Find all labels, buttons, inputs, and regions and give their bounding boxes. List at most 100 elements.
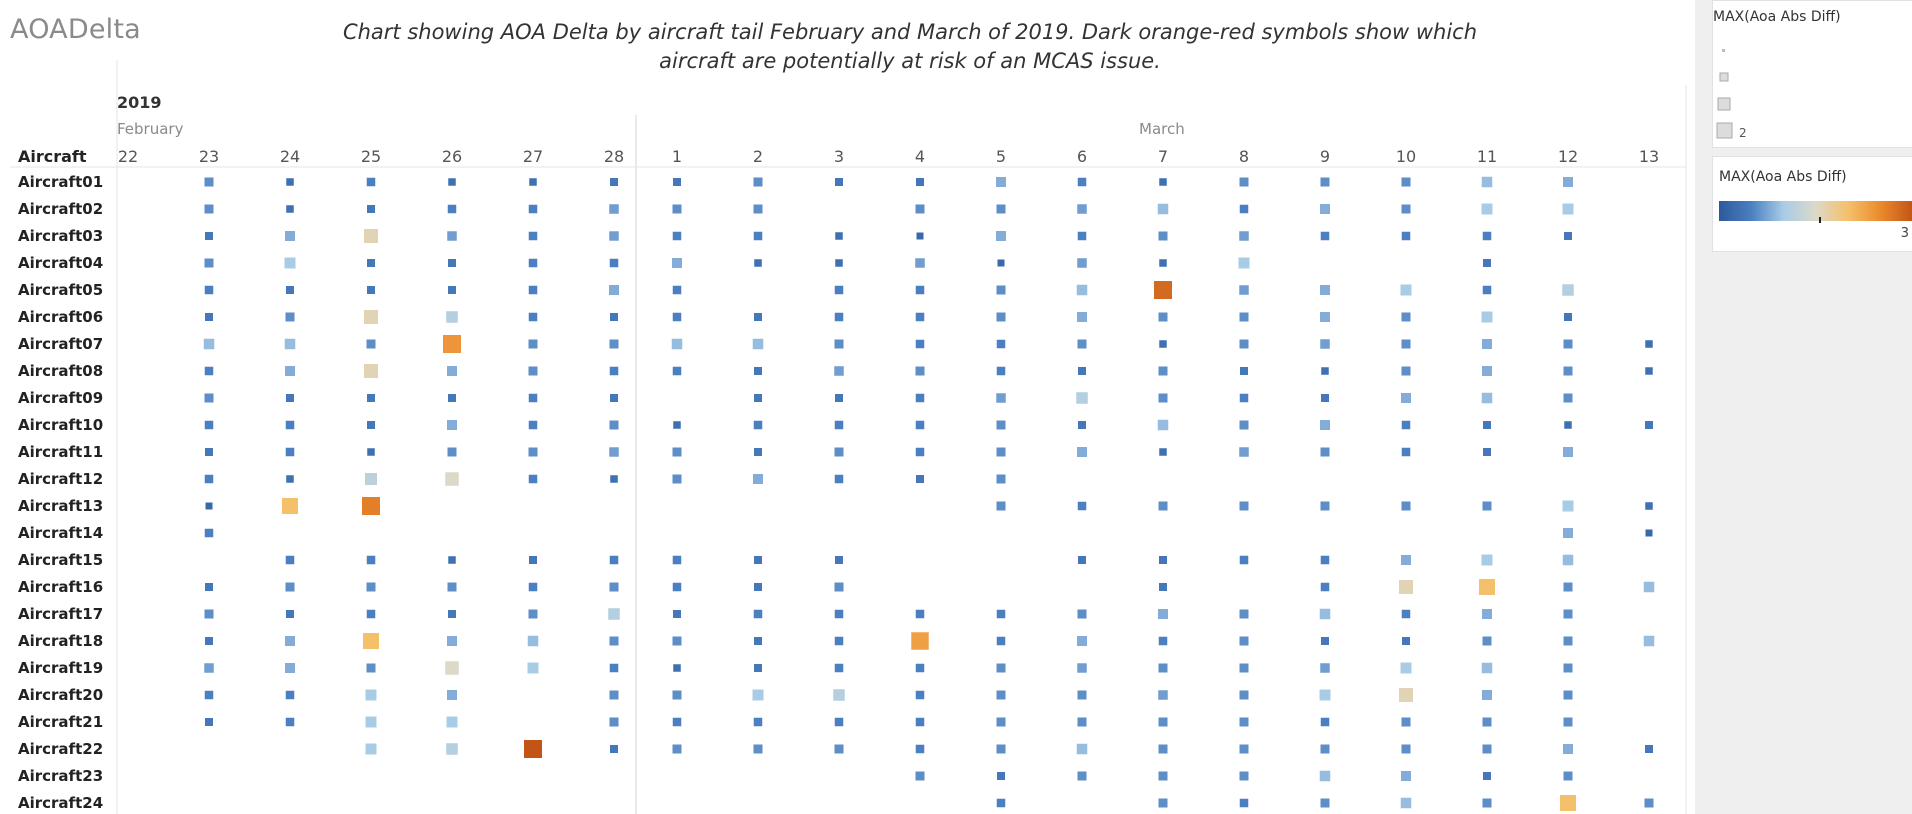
- data-mark[interactable]: [609, 447, 619, 457]
- data-mark[interactable]: [1563, 771, 1573, 781]
- data-mark[interactable]: [1401, 447, 1411, 457]
- data-mark[interactable]: [1563, 393, 1573, 403]
- data-mark[interactable]: [753, 420, 763, 430]
- data-mark[interactable]: [524, 740, 542, 758]
- data-mark[interactable]: [1643, 581, 1655, 593]
- data-mark[interactable]: [1483, 772, 1491, 780]
- data-mark[interactable]: [1401, 312, 1411, 322]
- data-mark[interactable]: [445, 472, 459, 486]
- data-mark[interactable]: [610, 745, 618, 753]
- data-mark[interactable]: [366, 663, 376, 673]
- data-mark[interactable]: [996, 393, 1006, 403]
- data-mark[interactable]: [1078, 367, 1086, 375]
- data-mark[interactable]: [1482, 339, 1492, 349]
- data-mark[interactable]: [447, 420, 457, 430]
- data-mark[interactable]: [911, 632, 929, 650]
- data-mark[interactable]: [754, 313, 762, 321]
- data-mark[interactable]: [447, 231, 457, 241]
- data-mark[interactable]: [285, 312, 295, 322]
- data-mark[interactable]: [529, 556, 537, 564]
- data-mark[interactable]: [1320, 744, 1330, 754]
- data-mark[interactable]: [1239, 285, 1249, 295]
- data-mark[interactable]: [1482, 798, 1492, 808]
- data-mark[interactable]: [609, 663, 619, 673]
- data-mark[interactable]: [1320, 285, 1330, 295]
- data-mark[interactable]: [833, 689, 845, 701]
- data-mark[interactable]: [204, 204, 214, 214]
- data-mark[interactable]: [1077, 771, 1087, 781]
- data-mark[interactable]: [364, 229, 378, 243]
- data-mark[interactable]: [609, 690, 619, 700]
- data-mark[interactable]: [1645, 421, 1653, 429]
- data-mark[interactable]: [1239, 609, 1249, 619]
- data-mark[interactable]: [528, 420, 538, 430]
- data-mark[interactable]: [996, 717, 1006, 727]
- data-mark[interactable]: [996, 663, 1006, 673]
- data-mark[interactable]: [1401, 744, 1411, 754]
- data-mark[interactable]: [367, 448, 375, 456]
- data-mark[interactable]: [1479, 579, 1495, 595]
- data-mark[interactable]: [1239, 555, 1249, 565]
- data-mark[interactable]: [610, 178, 618, 186]
- data-mark[interactable]: [447, 690, 457, 700]
- data-mark[interactable]: [1400, 797, 1412, 809]
- data-mark[interactable]: [996, 420, 1006, 430]
- data-mark[interactable]: [672, 636, 682, 646]
- data-mark[interactable]: [1239, 420, 1249, 430]
- data-mark[interactable]: [673, 421, 681, 429]
- data-mark[interactable]: [446, 743, 458, 755]
- data-mark[interactable]: [528, 366, 538, 376]
- data-mark[interactable]: [285, 690, 295, 700]
- data-mark[interactable]: [609, 420, 619, 430]
- data-mark[interactable]: [1077, 447, 1087, 457]
- data-mark[interactable]: [1401, 177, 1411, 187]
- data-mark[interactable]: [447, 582, 457, 592]
- data-mark[interactable]: [1157, 419, 1169, 431]
- data-mark[interactable]: [996, 339, 1006, 349]
- data-mark[interactable]: [203, 338, 215, 350]
- data-mark[interactable]: [365, 743, 377, 755]
- data-mark[interactable]: [447, 636, 457, 646]
- data-mark[interactable]: [1562, 203, 1574, 215]
- data-mark[interactable]: [1482, 609, 1492, 619]
- data-mark[interactable]: [915, 312, 925, 322]
- data-mark[interactable]: [609, 636, 619, 646]
- data-mark[interactable]: [367, 421, 375, 429]
- data-mark[interactable]: [1320, 582, 1330, 592]
- data-mark[interactable]: [834, 366, 844, 376]
- data-mark[interactable]: [204, 393, 214, 403]
- data-mark[interactable]: [1158, 609, 1168, 619]
- data-mark[interactable]: [1401, 339, 1411, 349]
- data-mark[interactable]: [1320, 555, 1330, 565]
- data-mark[interactable]: [754, 556, 762, 564]
- data-mark[interactable]: [610, 394, 618, 402]
- data-mark[interactable]: [1401, 393, 1411, 403]
- data-mark[interactable]: [1159, 259, 1167, 267]
- data-mark[interactable]: [1077, 312, 1087, 322]
- data-mark[interactable]: [204, 528, 214, 538]
- data-mark[interactable]: [1563, 636, 1573, 646]
- data-mark[interactable]: [1483, 448, 1491, 456]
- data-mark[interactable]: [204, 258, 214, 268]
- data-mark[interactable]: [610, 313, 618, 321]
- data-mark[interactable]: [754, 367, 762, 375]
- data-mark[interactable]: [1401, 231, 1411, 241]
- data-mark[interactable]: [528, 204, 538, 214]
- data-mark[interactable]: [1158, 690, 1168, 700]
- data-mark[interactable]: [1159, 178, 1167, 186]
- data-mark[interactable]: [205, 583, 213, 591]
- data-mark[interactable]: [443, 335, 461, 353]
- data-mark[interactable]: [671, 338, 683, 350]
- data-mark[interactable]: [834, 285, 844, 295]
- data-mark[interactable]: [1563, 582, 1573, 592]
- data-mark[interactable]: [1158, 366, 1168, 376]
- data-mark[interactable]: [915, 366, 925, 376]
- data-mark[interactable]: [1078, 421, 1086, 429]
- data-mark[interactable]: [609, 339, 619, 349]
- data-mark[interactable]: [609, 366, 619, 376]
- data-mark[interactable]: [366, 555, 376, 565]
- data-mark[interactable]: [1564, 421, 1572, 429]
- data-mark[interactable]: [996, 177, 1006, 187]
- data-mark[interactable]: [834, 582, 844, 592]
- data-mark[interactable]: [916, 178, 924, 186]
